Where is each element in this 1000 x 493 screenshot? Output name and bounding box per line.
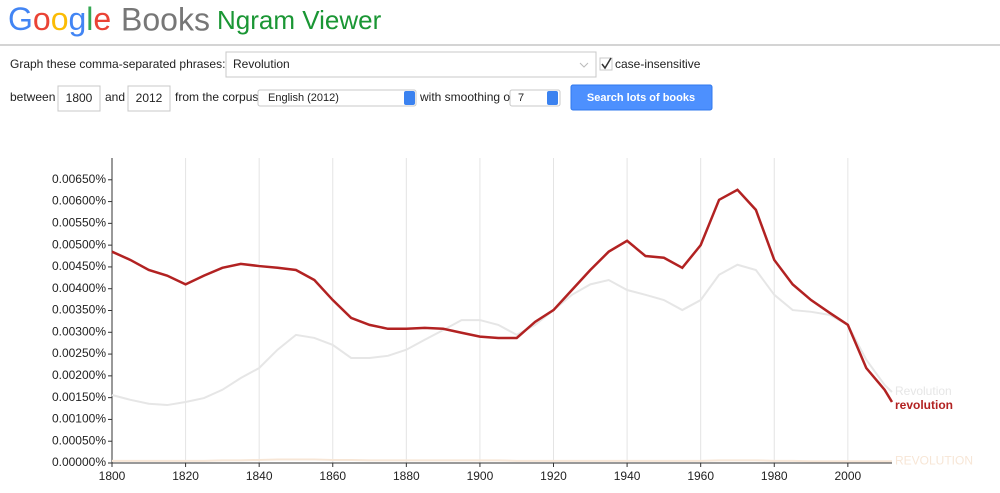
series-label: REVOLUTION (895, 453, 973, 467)
search-button-label: Search lots of books (587, 92, 695, 104)
corpus-value: English (2012) (268, 92, 339, 104)
series-line (111, 263, 893, 407)
series-label: Revolution (895, 384, 952, 398)
series-line (112, 458, 892, 463)
x-tick-label: 1920 (540, 469, 567, 483)
corpus-select[interactable] (257, 89, 417, 107)
phrases-value: Revolution (233, 57, 290, 71)
phrases-label: Graph these comma-separated phrases: (10, 57, 225, 71)
x-tick-label: 1800 (99, 469, 126, 483)
search-button[interactable] (570, 84, 713, 111)
y-tick-label: 0.00550% (52, 216, 106, 230)
x-tick-label: 1840 (246, 469, 273, 483)
case-label: case-insensitive (615, 57, 701, 71)
x-tick-label: 1900 (467, 469, 494, 483)
y-tick-label: 0.00450% (52, 259, 106, 273)
logo-google: Google (8, 1, 111, 37)
smoothing-label: with smoothing of (419, 90, 514, 104)
end-year-input[interactable] (127, 85, 171, 112)
dropdown-arrow (579, 62, 589, 68)
checkmark (601, 57, 612, 70)
y-tick-label: 0.00350% (52, 303, 106, 317)
series-label: revolution (895, 398, 953, 412)
chart: 1800 1820 1840 1860 1880 1900 1920 1940 1960 1980… (52, 158, 973, 483)
y-tick-label: 0.00650% (52, 172, 106, 186)
x-tick-label: 1880 (393, 469, 420, 483)
select-arrows (547, 91, 558, 105)
end-year: 2012 (136, 91, 163, 105)
x-tick-label: 1960 (687, 469, 714, 483)
select-arrows (404, 91, 415, 105)
x-tick-label: 2000 (834, 469, 861, 483)
app-title: Ngram Viewer (217, 5, 382, 35)
x-tick-label: 1860 (319, 469, 346, 483)
x-tick-label: 1980 (761, 469, 788, 483)
y-tick-label: 0.00050% (52, 433, 106, 447)
between-label: between (10, 90, 55, 104)
start-year-input[interactable] (57, 85, 101, 112)
y-tick-label: 0.00000% (52, 455, 106, 469)
and-label: and (105, 90, 125, 104)
y-tick-label: 0.00500% (52, 237, 106, 251)
y-tick-label: 0.00150% (52, 390, 106, 404)
y-tick-label: 0.00400% (52, 281, 106, 295)
x-tick-label: 1820 (172, 469, 199, 483)
y-tick-label: 0.00200% (52, 368, 106, 382)
y-tick-label: 0.00600% (52, 194, 106, 208)
smoothing-value: 7 (518, 92, 524, 104)
y-tick-label: 0.00100% (52, 412, 106, 426)
logo-books: Books (121, 1, 210, 37)
y-tick-label: 0.00300% (52, 324, 106, 338)
corpus-label: from the corpus (175, 90, 258, 104)
start-year: 1800 (66, 91, 93, 105)
y-tick-label: 0.00250% (52, 346, 106, 360)
series-line (111, 188, 894, 403)
x-tick-label: 1940 (614, 469, 641, 483)
phrases-input[interactable] (225, 51, 597, 78)
